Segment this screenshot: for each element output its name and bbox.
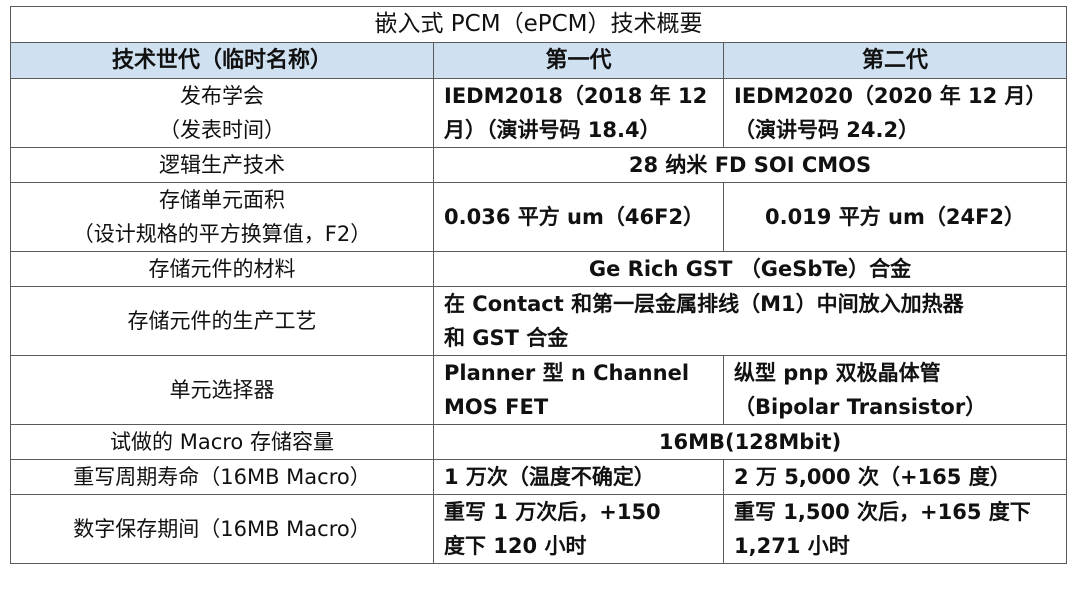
cell-conference-gen1: IEDM2018（2018 年 12 月）（演讲号码 18.4） (433, 78, 724, 148)
table-row-conference: 发布学会 （发表时间） IEDM2018（2018 年 12 月）（演讲号码 1… (10, 78, 1068, 148)
cell-line: MOS FET (444, 395, 549, 419)
cell-line: 重写 1,500 次后，+165 度下 (734, 500, 1031, 524)
table-row-logic: 逻辑生产技术 28 纳米 FD SOI CMOS (10, 147, 1068, 183)
cell-area-gen2: 0.019 平方 um（24F2） (722, 182, 1068, 252)
cell-line: 在 Contact 和第一层金属排线（M1）中间放入加热器 (444, 292, 964, 316)
cell-line: 1,271 小时 (734, 534, 850, 558)
row-label-selector: 单元选择器 (10, 355, 434, 425)
cell-line: IEDM2018（2018 年 12 (444, 84, 708, 108)
table-row-selector: 单元选择器 Planner 型 n Channel MOS FET 纵型 pnp… (10, 355, 1068, 425)
header-first-gen: 第一代 (433, 42, 724, 79)
cell-endurance-gen1: 1 万次（温度不确定） (433, 459, 724, 495)
cell-line: 重写 1 万次后，+150 (444, 500, 661, 524)
row-label-line: 存储单元面积 (159, 188, 285, 212)
cell-selector-gen2: 纵型 pnp 双极晶体管 （Bipolar Transistor） (722, 355, 1068, 425)
row-label-line: （发表时间） (159, 118, 285, 142)
table-row-macro: 试做的 Macro 存储容量 16MB(128Mbit) (10, 424, 1068, 460)
cell-line: 度下 120 小时 (444, 534, 587, 558)
row-label-line: （设计规格的平方换算值，F2） (72, 222, 372, 246)
epcm-summary-table: 嵌入式 PCM（ePCM）技术概要 技术世代（临时名称） 第一代 第二代 发布学… (9, 6, 1068, 564)
cell-line: 和 GST 合金 (444, 326, 569, 350)
table-row-retention: 数字保存期间（16MB Macro） 重写 1 万次后，+150 度下 120 … (10, 494, 1068, 564)
cell-area-gen1: 0.036 平方 um（46F2） (433, 182, 724, 252)
cell-conference-gen2: IEDM2020（2020 年 12 月） （演讲号码 24.2） (722, 78, 1068, 148)
table-row-endurance: 重写周期寿命（16MB Macro） 1 万次（温度不确定） 2 万 5,000… (10, 459, 1068, 495)
row-label-retention: 数字保存期间（16MB Macro） (10, 494, 434, 564)
row-label-process: 存储元件的生产工艺 (10, 286, 434, 356)
row-label-logic: 逻辑生产技术 (10, 147, 434, 183)
cell-logic-value: 28 纳米 FD SOI CMOS (432, 147, 1068, 183)
cell-selector-gen1: Planner 型 n Channel MOS FET (433, 355, 724, 425)
cell-endurance-gen2: 2 万 5,000 次（+165 度） (722, 459, 1068, 495)
cell-line: Planner 型 n Channel (444, 361, 690, 385)
row-label-conference: 发布学会 （发表时间） (10, 78, 434, 148)
table-row-cell-area: 存储单元面积 （设计规格的平方换算值，F2） 0.036 平方 um（46F2）… (10, 182, 1068, 252)
cell-retention-gen2: 重写 1,500 次后，+165 度下 1,271 小时 (722, 494, 1068, 564)
title-row: 嵌入式 PCM（ePCM）技术概要 (9, 6, 1068, 43)
row-label-cell-area: 存储单元面积 （设计规格的平方换算值，F2） (10, 182, 434, 252)
cell-line: 纵型 pnp 双极晶体管 (734, 361, 941, 385)
table-row-material: 存储元件的材料 Ge Rich GST （GeSbTe）合金 (10, 251, 1068, 287)
cell-material-value: Ge Rich GST （GeSbTe）合金 (432, 251, 1068, 287)
cell-process-value: 在 Contact 和第一层金属排线（M1）中间放入加热器 和 GST 合金 (432, 286, 1068, 356)
row-label-line: 发布学会 (180, 84, 264, 108)
cell-retention-gen1: 重写 1 万次后，+150 度下 120 小时 (433, 494, 724, 564)
row-label-material: 存储元件的材料 (10, 251, 434, 287)
cell-line: 月）（演讲号码 18.4） (444, 118, 661, 142)
header-row: 技术世代（临时名称） 第一代 第二代 (10, 42, 1068, 79)
row-label-endurance: 重写周期寿命（16MB Macro） (10, 459, 434, 495)
row-label-macro: 试做的 Macro 存储容量 (10, 424, 434, 460)
cell-line: （演讲号码 24.2） (734, 118, 920, 142)
table-title: 嵌入式 PCM（ePCM）技术概要 (9, 6, 1068, 43)
header-generation-name: 技术世代（临时名称） (10, 42, 434, 79)
epcm-summary-table-wrapper: 嵌入式 PCM（ePCM）技术概要 技术世代（临时名称） 第一代 第二代 发布学… (9, 6, 1068, 564)
cell-line: IEDM2020（2020 年 12 月） (734, 84, 1047, 108)
cell-macro-value: 16MB(128Mbit) (432, 424, 1068, 460)
cell-line: （Bipolar Transistor） (734, 395, 987, 419)
header-second-gen: 第二代 (722, 42, 1068, 79)
table-row-process: 存储元件的生产工艺 在 Contact 和第一层金属排线（M1）中间放入加热器 … (10, 286, 1068, 356)
